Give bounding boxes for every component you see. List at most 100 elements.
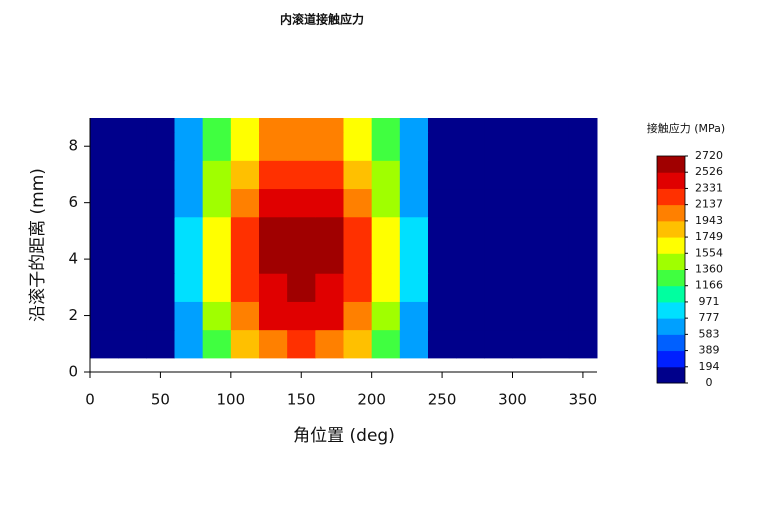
y-tick-label: 2 <box>68 306 78 324</box>
contour-cell <box>174 273 204 302</box>
contour-cell <box>428 160 457 190</box>
contour-cell <box>456 329 485 359</box>
contour-cell <box>371 329 401 359</box>
contour-cell <box>146 273 175 302</box>
contour-cell <box>174 188 204 218</box>
contour-cell <box>315 273 344 302</box>
colorbar-label: 1554 <box>695 246 723 259</box>
contour-cell <box>174 132 204 161</box>
contour-cell <box>371 301 401 331</box>
contour-cell <box>202 329 232 359</box>
contour-cell <box>512 273 542 302</box>
contour-cell <box>568 245 598 274</box>
contour-cell <box>118 188 147 218</box>
contour-cell <box>343 301 373 331</box>
contour-cell <box>259 273 288 302</box>
x-axis-label: 角位置 (deg) <box>293 426 395 446</box>
y-tick-label: 4 <box>68 250 78 268</box>
colorbar-band <box>657 188 685 206</box>
contour-cell <box>287 118 316 133</box>
contour-cell <box>90 160 119 190</box>
contour-cell <box>371 188 401 218</box>
contour-cell <box>568 329 598 359</box>
contour-cell <box>90 132 119 161</box>
contour-cell <box>315 132 344 161</box>
contour-cell <box>259 132 288 161</box>
colorbar-band <box>657 253 685 270</box>
contour-cell <box>202 188 232 218</box>
x-tick-label: 0 <box>85 391 95 409</box>
x-tick-label: 150 <box>287 391 316 409</box>
contour-cell <box>343 245 373 274</box>
contour-cell <box>90 245 119 274</box>
colorbar-band <box>657 156 685 173</box>
contour-cell <box>259 329 288 359</box>
contour-cell <box>230 329 260 359</box>
contour-cell <box>118 132 147 161</box>
contour-cell <box>287 132 316 161</box>
contour-cell <box>230 188 260 218</box>
contour-cell <box>230 301 260 331</box>
colorbar-label: 2331 <box>695 181 723 194</box>
contour-cell <box>568 301 598 331</box>
colorbar-label: 389 <box>699 344 720 357</box>
colorbar-title: 接触应力 (MPa) <box>647 121 725 135</box>
contour-cell <box>315 245 344 274</box>
contour-cell <box>484 245 513 274</box>
colorbar-band <box>657 301 685 319</box>
contour-cell <box>512 160 542 190</box>
contour-cell <box>512 188 542 218</box>
contour-cell <box>512 301 542 331</box>
contour-cell <box>343 118 373 133</box>
contour-cell <box>202 273 232 302</box>
contour-cell <box>371 245 401 274</box>
contour-cell <box>568 216 598 246</box>
y-tick-label: 8 <box>68 137 78 155</box>
contour-cell <box>540 273 570 302</box>
contour-cell <box>512 245 542 274</box>
y-axis-label: 沿滚子的距离 (mm) <box>28 168 48 322</box>
contour-cell <box>428 216 457 246</box>
contour-cell <box>174 245 204 274</box>
contour-cell <box>315 329 344 359</box>
contour-cell <box>259 216 288 246</box>
contour-cell <box>202 160 232 190</box>
colorbar-label: 777 <box>699 311 720 324</box>
contour-cell <box>146 329 175 359</box>
contour-cell <box>315 301 344 331</box>
contour-cell <box>568 188 598 218</box>
x-tick-label: 350 <box>569 391 598 409</box>
contour-cell <box>484 273 513 302</box>
contour-cell <box>568 132 598 161</box>
contour-cell <box>399 245 429 274</box>
colorbar-label: 1360 <box>695 263 723 276</box>
contour-cell <box>287 329 316 359</box>
colorbar-band <box>657 237 685 254</box>
contour-cell <box>90 188 119 218</box>
contour-cell <box>540 301 570 331</box>
contour-cell <box>118 273 147 302</box>
contour-cell <box>456 188 485 218</box>
contour-cell <box>202 216 232 246</box>
contour-cell <box>90 273 119 302</box>
contour-cell <box>287 245 316 274</box>
contour-cell <box>230 160 260 190</box>
contour-cell <box>371 132 401 161</box>
contour-cell <box>118 301 147 331</box>
colorbar-band <box>657 172 685 189</box>
contour-cell <box>202 118 232 133</box>
contour-cell <box>287 188 316 218</box>
contour-cell <box>146 245 175 274</box>
contour-cell <box>428 118 457 133</box>
contour-cell <box>174 329 204 359</box>
colorbar-band <box>657 220 685 238</box>
contour-cell <box>230 216 260 246</box>
colorbar-band <box>657 366 685 384</box>
x-tick-label: 300 <box>498 391 527 409</box>
contour-cell <box>428 132 457 161</box>
contour-cell <box>484 160 513 190</box>
contour-cell <box>399 160 429 190</box>
contour-cell <box>118 245 147 274</box>
x-tick-label: 250 <box>428 391 457 409</box>
contour-cell <box>456 216 485 246</box>
